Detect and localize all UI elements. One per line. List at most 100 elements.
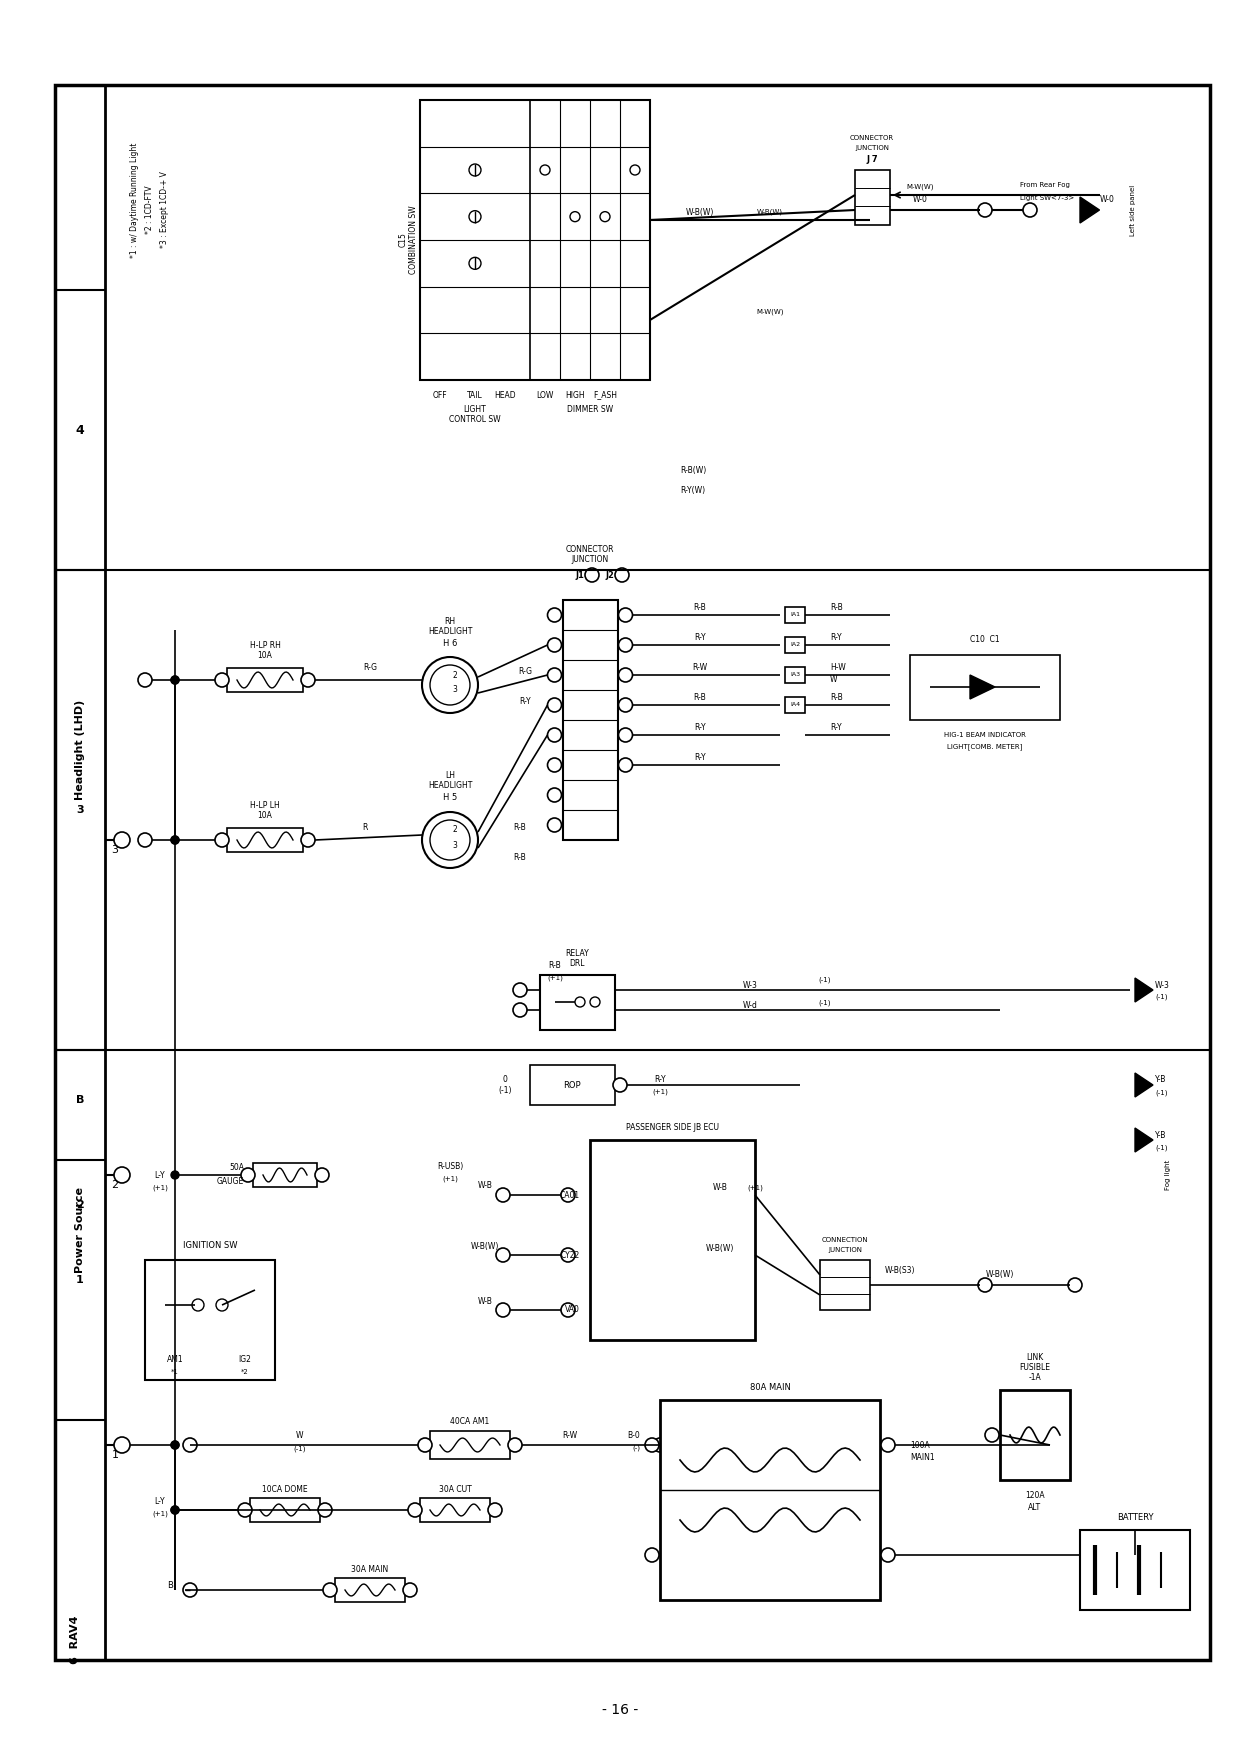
Circle shape <box>540 165 550 175</box>
Text: AM1: AM1 <box>166 1356 184 1365</box>
Circle shape <box>616 568 629 582</box>
Text: HEADLIGHT: HEADLIGHT <box>428 782 472 791</box>
Text: R-B(W): R-B(W) <box>680 465 706 475</box>
Circle shape <box>171 1172 179 1179</box>
Circle shape <box>618 758 633 772</box>
Text: BATTERY: BATTERY <box>1117 1514 1153 1522</box>
Text: R-W: R-W <box>562 1431 577 1440</box>
Text: Left side panel: Left side panel <box>1131 184 1136 235</box>
Circle shape <box>302 674 315 688</box>
Text: IG2: IG2 <box>238 1356 252 1365</box>
Text: 30A CUT: 30A CUT <box>438 1486 472 1494</box>
Circle shape <box>575 996 585 1007</box>
Text: R-W: R-W <box>692 663 707 672</box>
Circle shape <box>403 1584 417 1596</box>
Text: W-0: W-0 <box>912 195 927 205</box>
Circle shape <box>323 1584 338 1596</box>
Text: LINK: LINK <box>1026 1354 1044 1363</box>
Circle shape <box>469 210 482 223</box>
Text: R-G: R-G <box>517 668 532 677</box>
Circle shape <box>182 1438 197 1452</box>
Text: R-B: R-B <box>694 603 706 612</box>
Circle shape <box>653 1438 666 1452</box>
Text: (+1): (+1) <box>747 1184 763 1191</box>
Text: 0
(-1): 0 (-1) <box>498 1075 511 1094</box>
Text: R-Y: R-Y <box>694 752 706 761</box>
Circle shape <box>881 1438 895 1452</box>
Circle shape <box>469 165 482 175</box>
Circle shape <box>618 728 633 742</box>
Text: H-W: H-W <box>830 663 846 672</box>
Text: *1: *1 <box>171 1370 179 1375</box>
Text: W-B(W): W-B(W) <box>470 1242 499 1251</box>
Polygon shape <box>1136 979 1153 1002</box>
Text: DRL: DRL <box>570 958 585 968</box>
Text: IGNITION SW: IGNITION SW <box>182 1240 237 1249</box>
Circle shape <box>613 1079 627 1093</box>
Text: GAUGE: GAUGE <box>216 1177 243 1186</box>
Text: IA4: IA4 <box>791 703 800 707</box>
Text: J 7: J 7 <box>866 156 877 165</box>
Text: CONNECTION: CONNECTION <box>822 1237 869 1244</box>
Circle shape <box>645 1438 659 1452</box>
Bar <box>786 637 805 652</box>
Text: Light SW<7-3>: Light SW<7-3> <box>1020 195 1075 202</box>
Text: W-0: W-0 <box>1100 195 1114 205</box>
Text: CA01: CA01 <box>560 1191 580 1200</box>
Circle shape <box>618 668 633 682</box>
Circle shape <box>171 1442 179 1449</box>
Circle shape <box>547 728 561 742</box>
Text: W: W <box>830 675 838 684</box>
Text: R-G: R-G <box>364 663 377 672</box>
Text: Y-B: Y-B <box>1155 1131 1167 1140</box>
Polygon shape <box>1080 196 1100 223</box>
Text: HIGH: HIGH <box>565 391 585 400</box>
Text: R-B: R-B <box>830 603 843 612</box>
Text: W-B(W): W-B(W) <box>985 1270 1014 1279</box>
Bar <box>253 1163 316 1187</box>
Text: W: W <box>297 1431 304 1440</box>
Text: 30A MAIN: 30A MAIN <box>351 1566 388 1575</box>
Text: (+1): (+1) <box>153 1510 168 1517</box>
Text: *1 : w/ Daytime Running Light: *1 : w/ Daytime Running Light <box>130 142 139 258</box>
Text: CY22: CY22 <box>561 1251 580 1259</box>
Text: (+1): (+1) <box>442 1175 458 1182</box>
Text: CONNECTOR: CONNECTOR <box>566 545 614 554</box>
Text: R-Y: R-Y <box>654 1075 666 1084</box>
Circle shape <box>599 212 611 221</box>
Bar <box>55 84 1210 1659</box>
Text: (-1): (-1) <box>1155 1089 1168 1096</box>
Text: *3 : Except 1CD-+ V: *3 : Except 1CD-+ V <box>160 172 169 249</box>
Text: JUNCTION: JUNCTION <box>571 556 608 565</box>
Bar <box>786 696 805 712</box>
Bar <box>419 1498 490 1522</box>
Text: JUNCTION: JUNCTION <box>828 1247 862 1252</box>
Text: (-1): (-1) <box>294 1445 307 1452</box>
Circle shape <box>488 1503 503 1517</box>
Text: 2: 2 <box>112 1180 119 1189</box>
Text: 3: 3 <box>112 845 118 854</box>
Text: 10A: 10A <box>258 651 273 660</box>
Text: C10  C1: C10 C1 <box>970 635 1000 644</box>
Text: *2: *2 <box>241 1370 249 1375</box>
Text: IA1: IA1 <box>791 612 800 617</box>
Text: M-W(W): M-W(W) <box>756 309 784 316</box>
Circle shape <box>422 812 478 868</box>
Text: W-B(W): W-B(W) <box>686 207 714 216</box>
Circle shape <box>618 638 633 652</box>
Text: LOW: LOW <box>536 391 553 400</box>
Text: R-Y: R-Y <box>830 723 841 731</box>
Text: RELAY: RELAY <box>565 949 589 958</box>
Text: LIGHT[COMB. METER]: LIGHT[COMB. METER] <box>947 744 1023 751</box>
Circle shape <box>978 1279 992 1293</box>
Text: VA0: VA0 <box>565 1305 580 1314</box>
Bar <box>419 100 650 381</box>
Text: H 5: H 5 <box>443 793 457 803</box>
Text: 3: 3 <box>453 686 458 695</box>
Circle shape <box>171 1507 179 1514</box>
Bar <box>910 654 1060 719</box>
Text: B: B <box>76 1094 84 1105</box>
Circle shape <box>114 1437 130 1452</box>
Text: R-B: R-B <box>830 693 843 702</box>
Circle shape <box>418 1438 432 1452</box>
